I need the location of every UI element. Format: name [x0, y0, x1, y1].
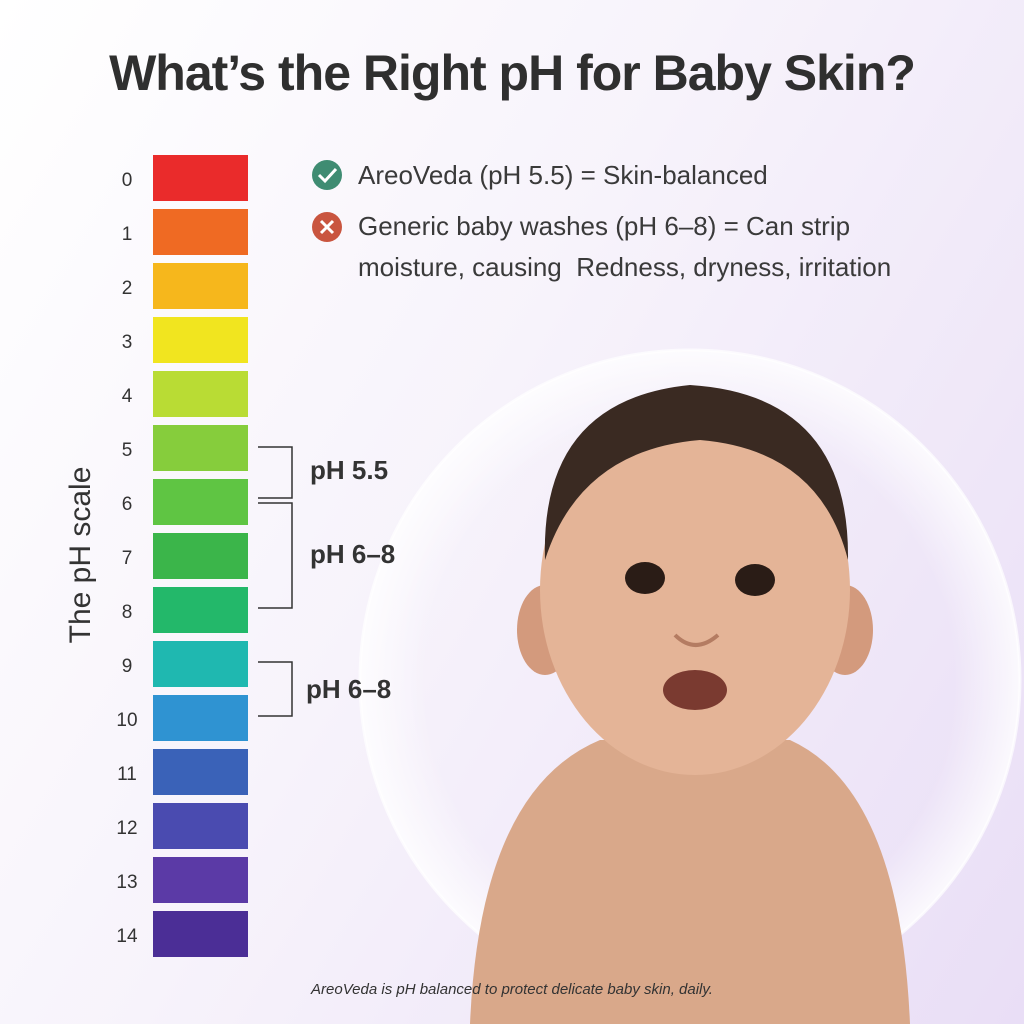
ph-bar [153, 587, 248, 633]
ph-bar [153, 911, 248, 957]
ph-bar [153, 803, 248, 849]
ph-bar [153, 263, 248, 309]
ph-bar [153, 857, 248, 903]
ph-label: 2 [122, 278, 133, 299]
ph-bar [153, 695, 248, 741]
ph-label: 1 [122, 224, 133, 245]
footer: AreoVeda is pH balanced to protect delic… [311, 981, 713, 998]
ph-bar [153, 209, 248, 255]
point-text: Generic baby washes (pH 6–8) = Can strip… [358, 211, 892, 282]
ph-label: 14 [116, 926, 138, 947]
ph-label: 4 [122, 386, 133, 407]
ph-label: 8 [122, 602, 133, 623]
ph-label: 5 [122, 440, 133, 461]
check-icon [312, 160, 342, 190]
ph-label: 11 [117, 764, 137, 785]
ph-bar [153, 533, 248, 579]
axis-label: The pH scale [64, 467, 97, 644]
bracket [258, 502, 293, 609]
ph-label: 13 [116, 872, 137, 893]
bracket-label: pH 6–8 [310, 539, 395, 569]
baby-illustration [470, 385, 910, 1024]
ph-label: 3 [122, 332, 133, 353]
ph-bar [153, 155, 248, 201]
bracket [258, 661, 293, 717]
title: What’s the Right pH for Baby Skin? [109, 45, 916, 101]
ph-label: 10 [116, 710, 137, 731]
ph-label: 12 [116, 818, 137, 839]
ph-bar [153, 425, 248, 471]
ph-bar [153, 317, 248, 363]
point-text: AreoVeda (pH 5.5) = Skin-balanced [358, 160, 768, 190]
ph-label: 0 [122, 170, 133, 191]
ph-bar [153, 749, 248, 795]
bracket [258, 446, 293, 499]
ph-bar [153, 479, 248, 525]
brackets [258, 446, 293, 717]
ph-bar [153, 641, 248, 687]
cross-icon [312, 212, 342, 242]
bracket-label: pH 6–8 [306, 674, 391, 704]
bracket-label: pH 5.5 [310, 455, 388, 485]
ph-bar [153, 371, 248, 417]
ph-label: 9 [122, 656, 133, 677]
ph-label: 6 [122, 494, 133, 515]
ph-label: 7 [122, 548, 133, 569]
